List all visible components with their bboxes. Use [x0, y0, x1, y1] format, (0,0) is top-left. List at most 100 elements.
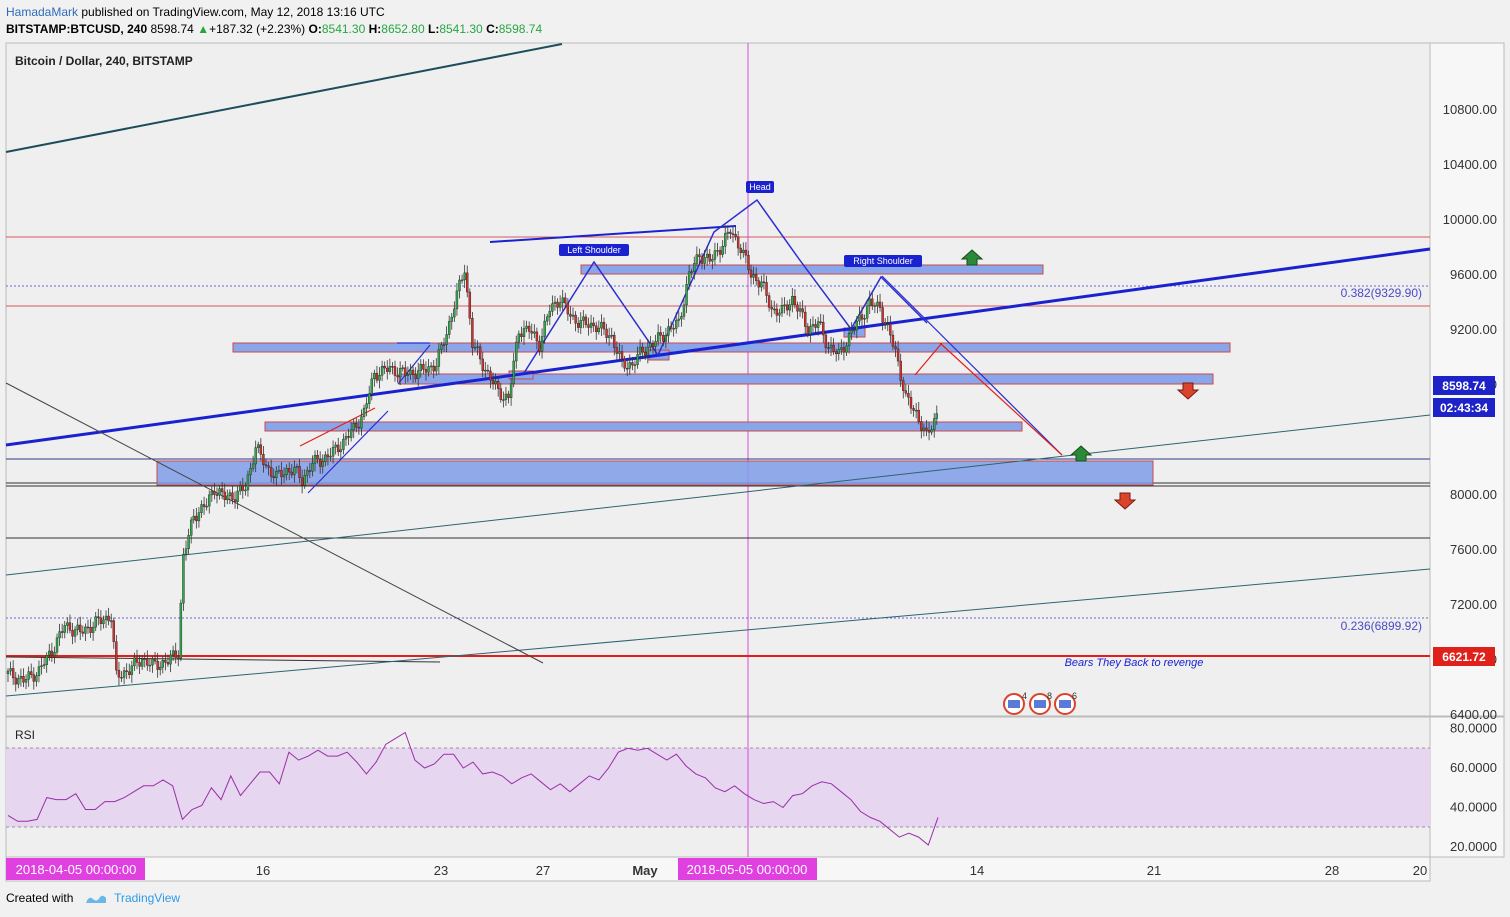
candle [788, 304, 791, 311]
candle [368, 393, 371, 404]
candle [881, 307, 884, 323]
rsi-tick-label: 80.0000 [1450, 721, 1497, 736]
candle [282, 474, 286, 478]
candle [6, 670, 10, 674]
candle [79, 624, 82, 633]
candle [925, 427, 928, 431]
candle [71, 630, 74, 637]
candle [238, 485, 242, 492]
candle [60, 631, 64, 633]
candle [153, 658, 157, 662]
candle [504, 393, 508, 400]
candle [427, 366, 430, 373]
candle [822, 322, 825, 336]
candle [914, 409, 918, 412]
candle [767, 295, 771, 308]
zone-8850 [232, 342, 1231, 353]
x-tick-label: 27 [536, 863, 550, 878]
candle [86, 626, 90, 629]
candle [904, 390, 908, 394]
y-tick-label: 10800.00 [1443, 102, 1497, 117]
date-badge-start [6, 858, 145, 880]
candle [693, 263, 696, 272]
candle [644, 351, 647, 356]
candle [378, 375, 381, 381]
candle [762, 281, 766, 284]
candle [156, 660, 159, 670]
candle [383, 365, 386, 369]
candle [267, 465, 270, 468]
candle [853, 329, 856, 332]
x-tick-label: 20 [1413, 863, 1427, 878]
candle [419, 363, 422, 371]
up-triangle-icon: ▲ [197, 22, 210, 36]
candle [73, 629, 77, 637]
candle [435, 366, 438, 372]
candle [373, 372, 376, 380]
zone-8300 [264, 421, 1023, 432]
candle [726, 231, 730, 234]
candle [50, 650, 54, 656]
candle [308, 470, 312, 472]
candle [146, 658, 149, 666]
candle [133, 657, 136, 667]
candle [824, 334, 828, 348]
y-tick-label: 7200.00 [1450, 597, 1497, 612]
candle [179, 602, 183, 659]
author-link[interactable]: HamadaMark [6, 5, 79, 19]
candle [497, 380, 500, 389]
fib-382-label: 0.382(9329.90) [1341, 286, 1422, 300]
candle [809, 325, 812, 335]
candle [471, 318, 474, 348]
candle [365, 403, 368, 409]
candle [884, 321, 887, 325]
candle [780, 305, 784, 314]
candle [344, 436, 348, 440]
candle [899, 360, 902, 381]
channel-line-1 [5, 414, 1431, 576]
candle [68, 622, 72, 631]
candle [241, 485, 244, 491]
candle [391, 366, 394, 368]
fib-236-label: 0.236(6899.92) [1341, 619, 1422, 633]
candle [886, 323, 889, 325]
candle [143, 658, 146, 660]
candle [19, 676, 23, 679]
candle [9, 668, 12, 672]
x-tick-label: 14 [970, 863, 984, 878]
svg-text:6: 6 [1072, 691, 1077, 701]
candle [713, 250, 717, 260]
tradingview-link[interactable]: TradingView [114, 891, 181, 905]
candle [489, 370, 492, 381]
candle [396, 375, 399, 378]
candle [342, 438, 345, 450]
candle [226, 495, 229, 501]
candle [840, 347, 843, 350]
candle [352, 423, 355, 431]
candle [615, 347, 619, 354]
candle [445, 334, 448, 345]
candle [638, 346, 642, 355]
candle [486, 369, 490, 372]
candle [298, 466, 301, 478]
candle [404, 367, 407, 376]
candle [94, 616, 97, 628]
rsi-tick-label: 40.0000 [1450, 800, 1497, 815]
candle [138, 662, 141, 667]
x-tick-label: 23 [434, 863, 448, 878]
candle [440, 344, 443, 350]
candle [607, 335, 611, 338]
channel-line-2 [5, 568, 1431, 697]
candle [285, 468, 288, 475]
x-tick-label: May [632, 863, 658, 878]
y-tick-label: 8000.00 [1450, 487, 1497, 502]
candle [357, 426, 361, 429]
candle [218, 488, 221, 496]
candle [48, 650, 51, 656]
left-shoulder-label: Left Shoulder [567, 245, 621, 255]
candle [280, 469, 283, 478]
candle [76, 624, 79, 630]
candle [912, 408, 915, 411]
date-badge-crosshair-text: 2018-05-05 00:00:00 [687, 862, 808, 877]
